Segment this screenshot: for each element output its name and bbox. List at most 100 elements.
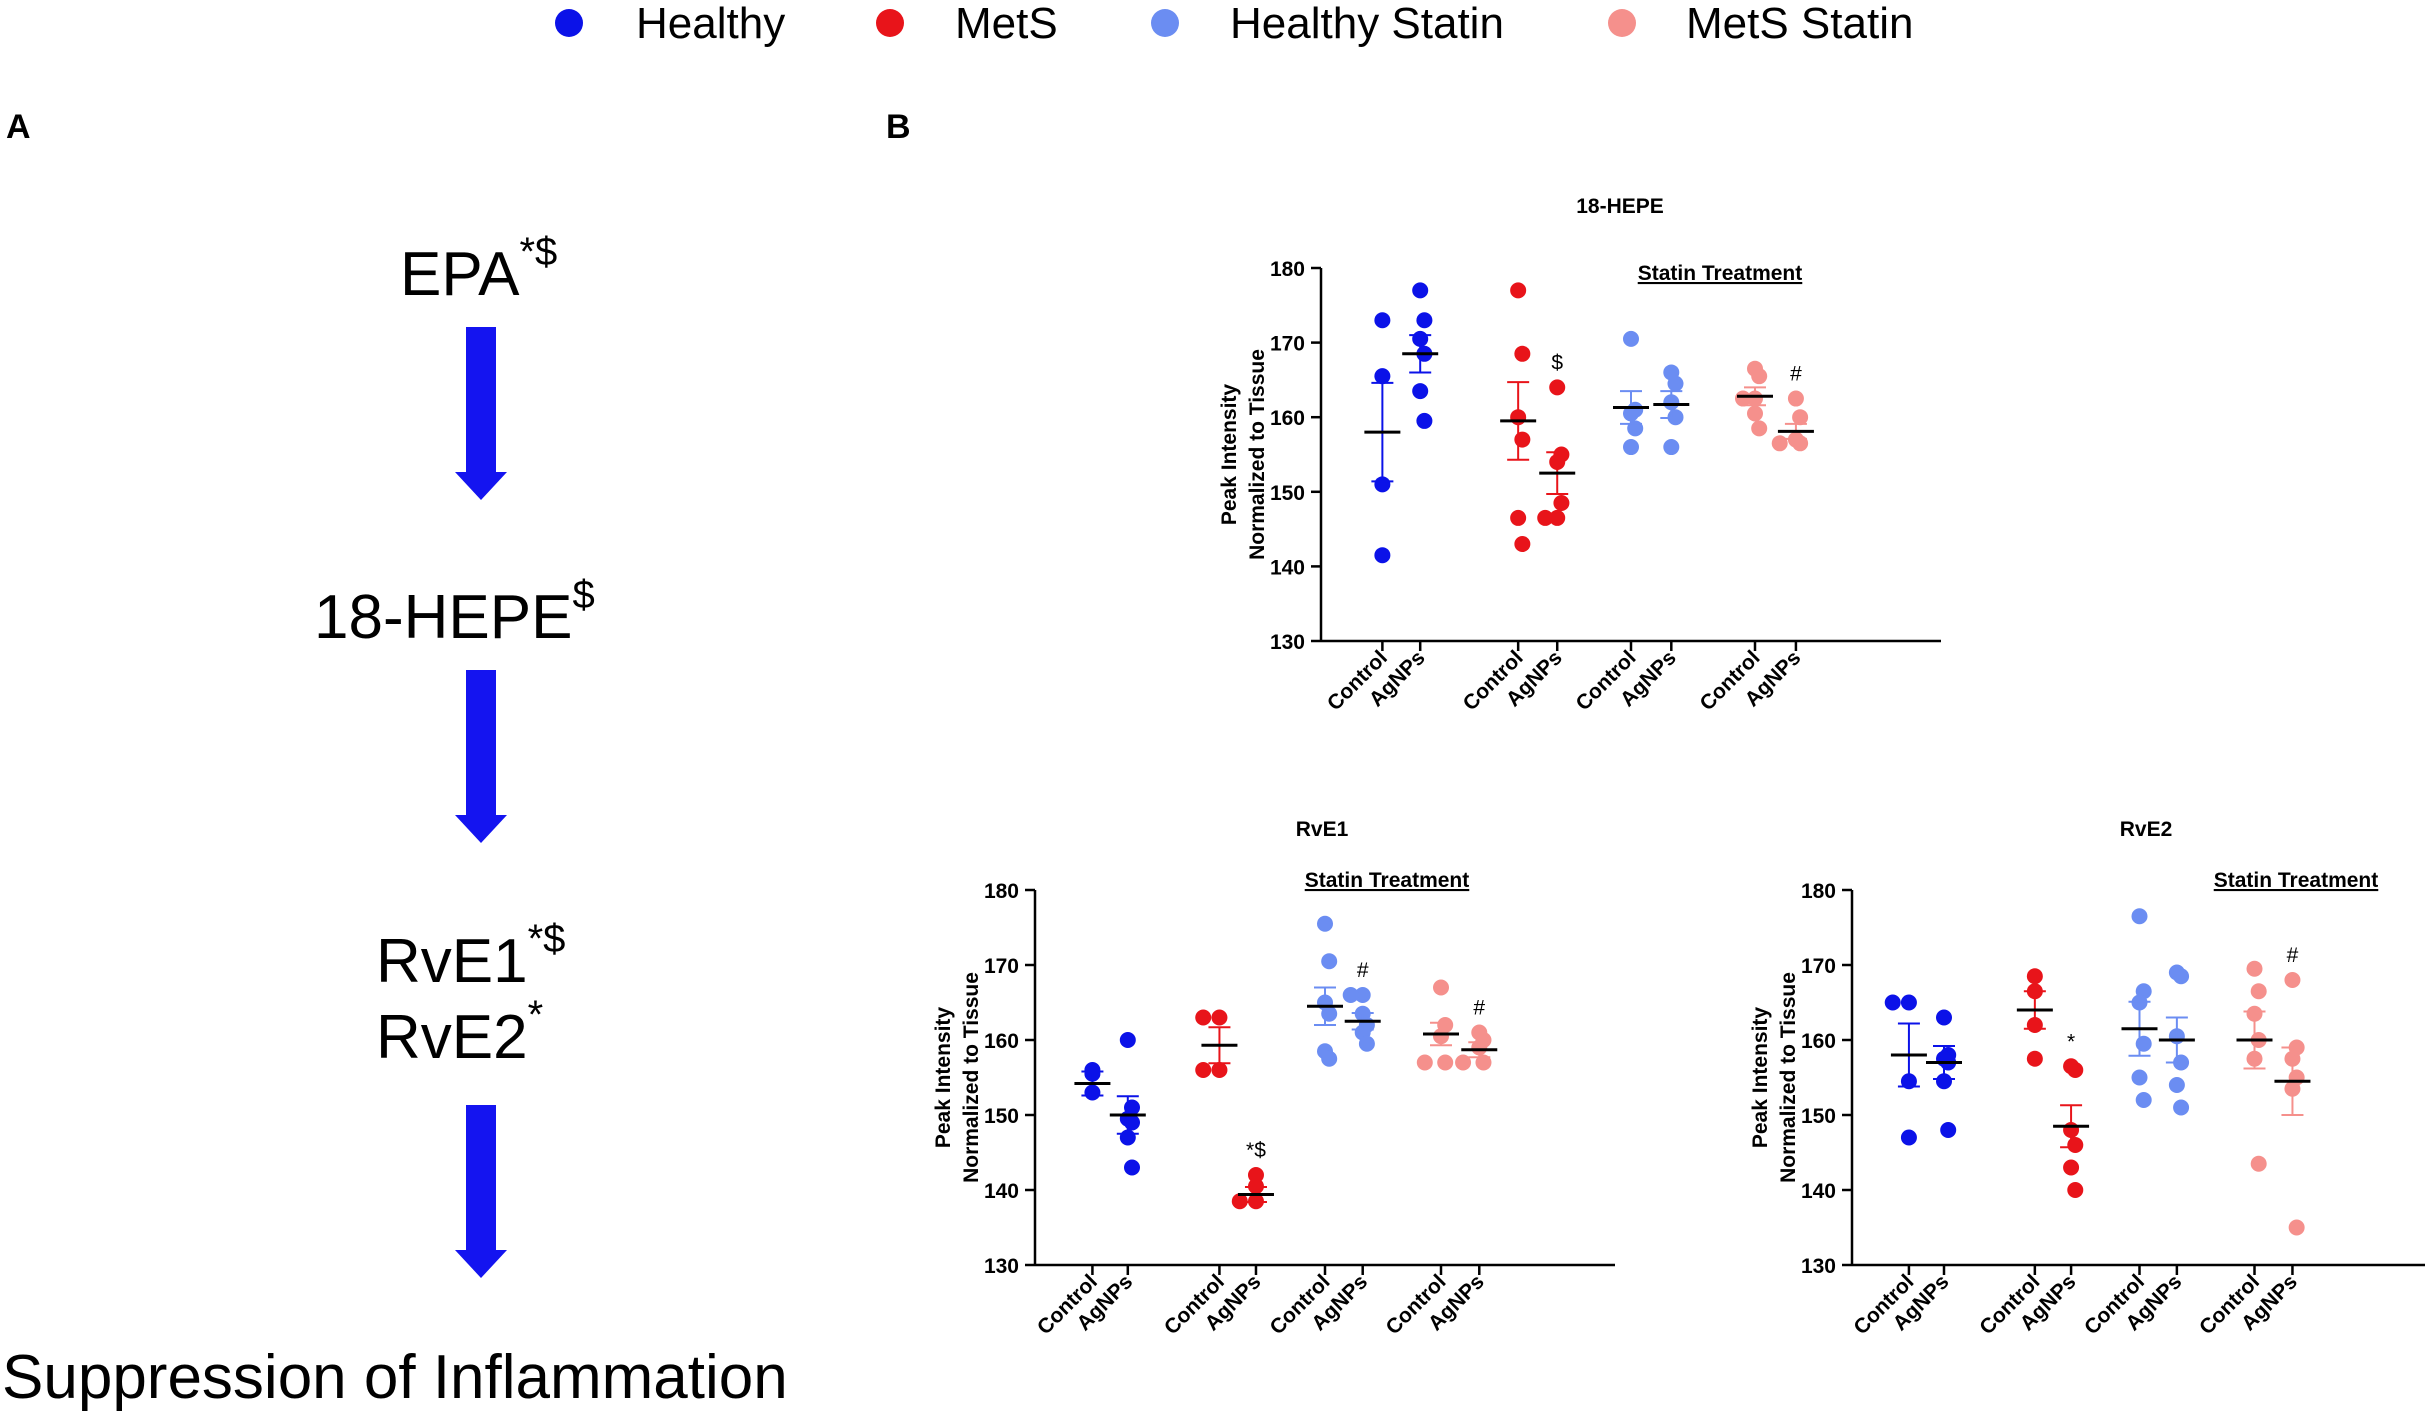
data-point-healthy-control (1374, 547, 1391, 564)
data-point-hstatin-control (2131, 908, 2148, 925)
legend-label-healthy: Healthy (636, 0, 785, 48)
data-point-mets-agnps (2067, 1062, 2084, 1078)
data-point-healthy-agnps (1119, 1032, 1136, 1048)
data-point-hstatin-control (1623, 330, 1639, 347)
data-point-mstatin-agnps (1455, 1054, 1472, 1071)
data-point-mets-agnps (2067, 1137, 2084, 1153)
significance-annotation-mstatin-agnps: # (1473, 997, 1485, 1020)
legend-marker-healthy-statin (1151, 9, 1179, 37)
significance-annotation-mets-agnps: *$ (1246, 1139, 1266, 1162)
legend: Healthy MetS Healthy Statin MetS Statin (555, 0, 1913, 48)
legend-marker-mets (876, 9, 904, 37)
data-point-healthy-agnps (1412, 383, 1429, 400)
data-point-hstatin-agnps (1358, 1035, 1375, 1052)
data-point-mets-control (1510, 509, 1527, 526)
legend-item-mets: MetS (876, 0, 1058, 48)
data-point-healthy-agnps (1936, 1073, 1952, 1090)
y-tick-label: 170 (1270, 333, 1305, 356)
data-point-healthy-control (1374, 476, 1391, 493)
data-point-mets-control (1211, 1009, 1228, 1026)
pathway-step-18hepe: 18-HEPE$ (314, 573, 595, 652)
y-tick-label: 160 (1270, 407, 1305, 430)
data-point-mstatin-control (1751, 368, 1768, 385)
data-point-hstatin-control (2131, 1069, 2148, 1086)
pathway-step-suppression: Suppression of Inflammation (2, 1343, 788, 1412)
data-point-mets-agnps (1247, 1167, 1264, 1183)
data-point-mstatin-agnps (2288, 1219, 2305, 1236)
legend-item-healthy: Healthy (555, 0, 785, 48)
y-axis-label-line2: Normalized to Tissue (1777, 972, 1800, 1183)
data-point-mstatin-agnps (1771, 435, 1788, 452)
data-point-mets-control (2026, 1050, 2043, 1067)
data-point-mstatin-control (1747, 405, 1763, 422)
data-point-mets-control (2026, 968, 2043, 985)
data-point-healthy-agnps (1936, 1009, 1952, 1026)
chart-title: RvE2 (2120, 818, 2173, 841)
y-tick-label: 180 (1270, 258, 1305, 281)
data-point-mstatin-control (2250, 983, 2267, 1000)
y-tick-label: 130 (1270, 631, 1305, 654)
y-tick-label: 170 (1801, 955, 1836, 978)
pathway-step-18hepe-sup: $ (572, 573, 594, 617)
pathway-step-epa-sup: *$ (519, 230, 557, 274)
significance-annotation-mstatin-agnps: # (1790, 363, 1802, 386)
data-point-mets-agnps (1537, 509, 1554, 526)
legend-marker-mets-statin (1608, 9, 1636, 37)
data-point-mets-agnps (1231, 1193, 1248, 1210)
data-point-hstatin-control (1317, 915, 1333, 932)
data-point-mstatin-control (1437, 1054, 1454, 1071)
pathway-step-18hepe-name: 18-HEPE (314, 583, 572, 652)
data-point-healthy-control (1374, 368, 1391, 385)
chart-18-hepe: 18-HEPE Statin Treatment 130 140 150 160 170 18… (1218, 195, 1941, 715)
pathway-step-epa-name: EPA (400, 240, 520, 309)
y-axis-label-line1: Peak Intensity (1218, 384, 1241, 526)
panel-b-letter: B (886, 108, 911, 146)
y-tick-label: 140 (1801, 1180, 1836, 1203)
data-point-mets-control (1195, 1009, 1212, 1026)
data-point-mstatin-agnps (1792, 435, 1809, 452)
panel-a: A EPA*$ 18-HEPE$ RvE1*$ RvE2* Suppressio… (2, 108, 788, 1412)
y-axis-label-line2: Normalized to Tissue (960, 972, 983, 1183)
chart-title: RvE1 (1296, 818, 1349, 841)
data-point-mstatin-control (1433, 979, 1449, 996)
data-point-healthy-control (1900, 1129, 1917, 1146)
data-point-hstatin-agnps (1663, 439, 1680, 456)
data-point-mets-control (1514, 431, 1531, 448)
data-point-hstatin-control (1321, 1005, 1338, 1022)
y-tick-label: 160 (1801, 1030, 1836, 1053)
legend-label-mets-statin: MetS Statin (1686, 0, 1913, 48)
y-tick-label: 180 (1801, 880, 1836, 903)
pathway-step-rve2-name: RvE2 (376, 1003, 528, 1072)
data-point-hstatin-agnps (2168, 1077, 2185, 1093)
data-point-hstatin-control (1321, 953, 1338, 970)
data-point-mstatin-agnps (1792, 409, 1809, 426)
data-point-mstatin-control (2246, 960, 2263, 977)
pathway-step-rve1-name: RvE1 (376, 927, 528, 996)
data-point-hstatin-agnps (1342, 987, 1359, 1003)
pathway-arrow-2 (455, 670, 507, 843)
y-axis-label-line2: Normalized to Tissue (1246, 349, 1269, 560)
data-point-healthy-agnps (1124, 1159, 1140, 1176)
pathway-step-epa: EPA*$ (400, 230, 557, 309)
y-axis-label-line1: Peak Intensity (932, 1007, 955, 1149)
y-tick-label: 170 (984, 955, 1019, 978)
data-point-mets-agnps (2063, 1159, 2080, 1176)
data-point-mstatin-control (1735, 390, 1751, 407)
data-point-mets-control (1195, 1062, 1212, 1078)
data-point-mstatin-control (1416, 1054, 1433, 1071)
chart-rve1: RvE1 Statin Treatment 130 140 150 160 170 180 Pe… (932, 818, 1615, 1339)
data-point-hstatin-agnps (1667, 375, 1684, 392)
data-point-mets-agnps (1549, 509, 1566, 526)
y-tick-label: 150 (984, 1105, 1019, 1128)
y-tick-label: 150 (1801, 1105, 1836, 1128)
data-point-hstatin-agnps (2173, 968, 2190, 985)
data-point-mets-control (1510, 282, 1527, 299)
statin-treatment-label: Statin Treatment (2214, 869, 2379, 892)
data-point-mets-control (1514, 536, 1531, 553)
y-tick-label: 150 (1270, 482, 1305, 505)
data-point-mstatin-agnps (2284, 972, 2301, 988)
data-point-hstatin-control (1321, 1050, 1338, 1067)
y-tick-label: 130 (984, 1255, 1019, 1278)
legend-item-mets-statin: MetS Statin (1608, 0, 1913, 48)
data-point-hstatin-agnps (2173, 1099, 2190, 1116)
